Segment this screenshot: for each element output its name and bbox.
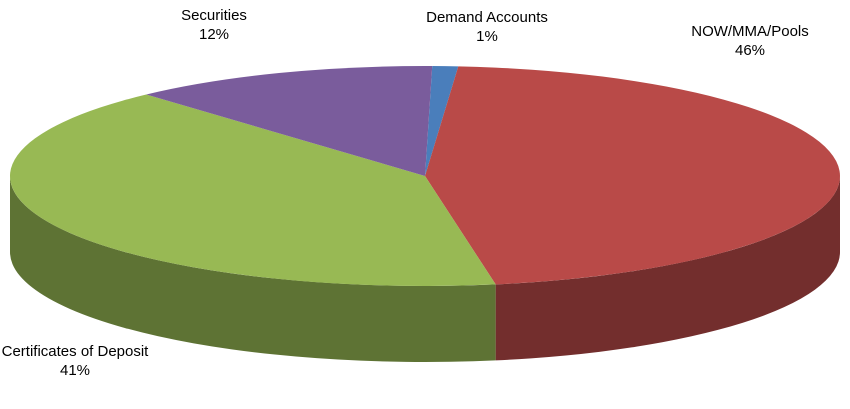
category-label: Demand Accounts xyxy=(426,9,548,26)
category-label: NOW/MMA/Pools xyxy=(691,23,809,40)
slice xyxy=(10,94,496,286)
category-label: Certificates of Deposit xyxy=(1,343,149,360)
slice-label: Demand Accounts 1% xyxy=(407,8,567,46)
slice-side xyxy=(10,176,496,362)
slice-label: Securities 12% xyxy=(154,6,274,44)
slice-side xyxy=(495,176,841,361)
value-label: 1% xyxy=(476,28,498,45)
category-label: Securities xyxy=(181,7,247,24)
value-label: 46% xyxy=(734,42,766,59)
slice xyxy=(425,66,840,285)
slice-label: Certificates of Deposit 41% xyxy=(0,342,150,380)
slice xyxy=(146,66,433,176)
slice xyxy=(425,66,459,176)
slice-label: NOW/MMA/Pools 46% xyxy=(670,22,830,60)
value-label: 41% xyxy=(59,362,91,379)
value-label: 12% xyxy=(198,26,230,43)
